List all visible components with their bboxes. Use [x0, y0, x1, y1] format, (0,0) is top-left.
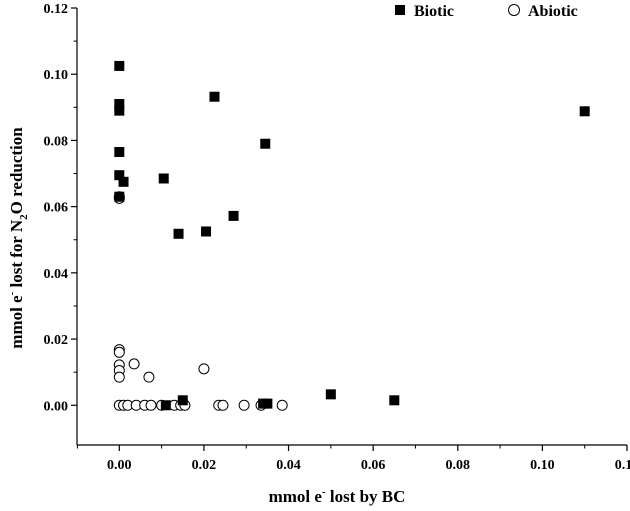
abiotic-point [145, 399, 157, 411]
legend-label-biotic: Biotic [414, 3, 454, 20]
abiotic-point [198, 363, 210, 375]
biotic-point [201, 226, 212, 237]
y-axis-ticks: 0.00 0.02 0.04 0.06 0.08 0.10 0.12 [44, 2, 77, 414]
abiotic-point [113, 346, 125, 358]
biotic-point [114, 170, 125, 181]
abiotic-point [276, 399, 288, 411]
biotic-point [173, 228, 184, 239]
biotic-point [579, 106, 590, 117]
legend-label-abiotic: Abiotic [528, 3, 578, 20]
x-tick-label: 0.10 [530, 458, 555, 473]
biotic-point [228, 210, 239, 221]
x-axis-ticks: 0.00 0.02 0.04 0.06 0.08 0.10 0.12 [76, 445, 630, 473]
biotic-point [260, 138, 271, 149]
biotic-point [209, 91, 220, 102]
biotic-point [325, 389, 336, 400]
abiotic-point [128, 358, 140, 370]
y-tick-label: 0.00 [44, 399, 69, 414]
x-tick-label: 0.12 [615, 458, 630, 473]
x-tick-label: 0.04 [276, 458, 301, 473]
biotic-point [389, 395, 400, 406]
biotic-point [114, 60, 125, 71]
x-tick-label: 0.02 [192, 458, 217, 473]
biotic-point [262, 398, 273, 409]
y-tick-label: 0.02 [44, 333, 69, 348]
y-axis-title: mmol e- lost for N2O reduction [6, 127, 30, 349]
x-tick-label: 0.00 [107, 458, 132, 473]
x-tick-label: 0.08 [446, 458, 471, 473]
biotic-point [118, 176, 129, 187]
biotic-point [160, 400, 171, 411]
y-tick-label: 0.10 [44, 68, 69, 83]
legend-marker-biotic [395, 5, 405, 15]
y-tick-label: 0.12 [44, 2, 69, 17]
plot-points [113, 60, 590, 411]
legend-marker-abiotic [508, 4, 520, 16]
biotic-point [114, 105, 125, 116]
biotic-point [177, 395, 188, 406]
abiotic-point [113, 371, 125, 383]
biotic-point [114, 99, 125, 110]
x-axis-title: mmol e- lost by BC [269, 486, 406, 506]
y-tick-label: 0.08 [44, 134, 69, 149]
legend: Biotic Abiotic [395, 3, 578, 20]
abiotic-point [143, 371, 155, 383]
abiotic-point [217, 399, 229, 411]
x-tick-label: 0.06 [361, 458, 386, 473]
y-tick-label: 0.06 [44, 201, 69, 216]
axes [76, 8, 627, 446]
abiotic-point [238, 399, 250, 411]
biotic-point [114, 147, 125, 158]
biotic-point [114, 191, 125, 202]
biotic-point [158, 173, 169, 184]
y-tick-label: 0.04 [44, 267, 69, 282]
